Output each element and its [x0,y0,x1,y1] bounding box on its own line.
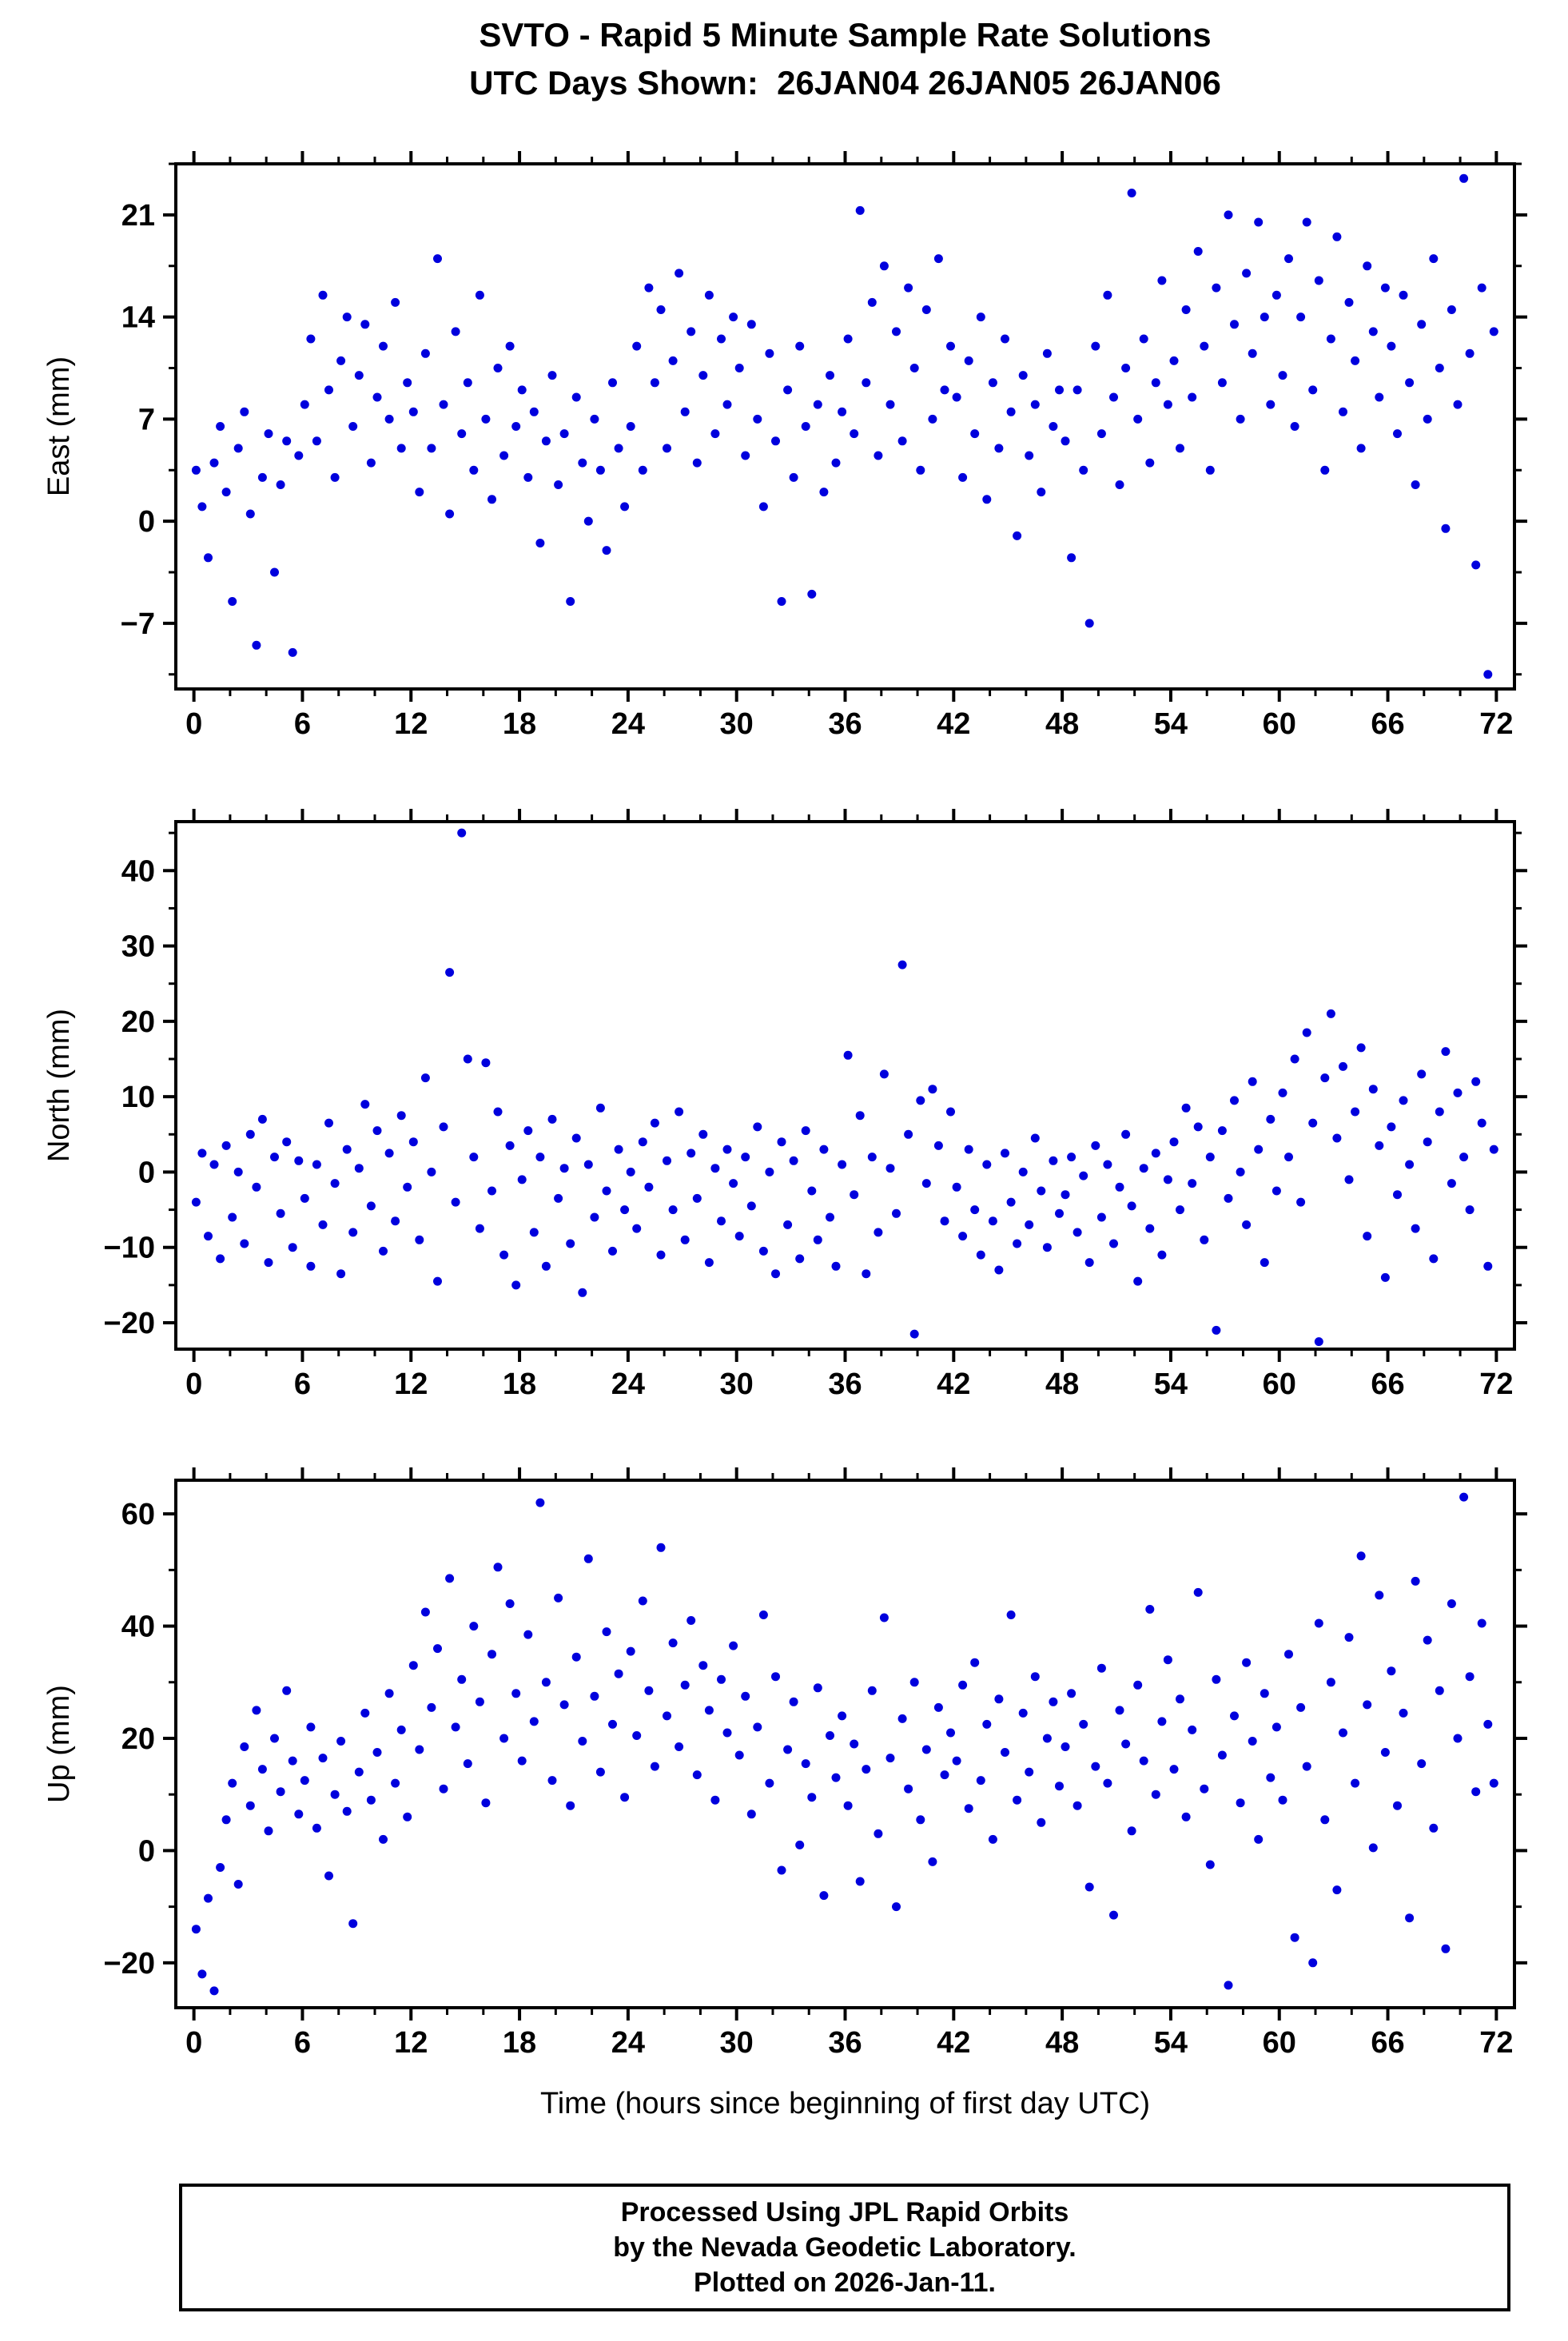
up-ytick-label: 0 [138,1834,155,1868]
east-axis-label: East (mm) [42,356,76,496]
east-xtick-label: 42 [937,707,970,741]
up-ytick-label: 60 [121,1498,155,1531]
north-ytick-label: −10 [104,1232,155,1265]
footer-box: Processed Using JPL Rapid Orbits by the … [179,2184,1510,2311]
east-xtick-label: 72 [1479,707,1513,741]
up-xtick-label: 6 [294,2026,311,2060]
footer-line-3: Plotted on 2026-Jan-11. [694,2267,996,2299]
north-xtick-label: 6 [294,1368,311,1401]
north-chart: 0 6 12 18 24 30 36 42 48 54 60 66 72 −20 −10 0 10 20 30 40 N… [42,809,1527,1401]
north-axis-label: North (mm) [42,1009,76,1162]
up-xtick-label: 36 [828,2026,862,2060]
up-chart: 0 6 12 18 24 30 36 42 48 54 60 66 72 −20 0 20 40 60 Up (mm… [42,1467,1527,2120]
east-xtick-label: 0 [185,707,202,741]
east-chart: 0 6 12 18 24 30 36 42 48 54 60 66 72 −7 0 7 14 21 East (mm… [42,151,1527,741]
north-xtick-label: 54 [1154,1368,1188,1401]
north-ytick-label: −20 [104,1307,155,1340]
up-xtick-label: 30 [720,2026,754,2060]
east-xtick-label: 6 [294,707,311,741]
north-xtick-label: 36 [828,1368,862,1401]
north-ytick-label: 40 [121,854,155,888]
north-frame [174,820,1516,1351]
east-ytick-label: 7 [138,403,155,436]
up-axis-label: Up (mm) [42,1685,76,1803]
up-xtick-label: 66 [1371,2026,1404,2060]
figure-subtitle: UTC Days Shown: 26JAN04 26JAN05 26JAN06 [469,64,1221,102]
up-xtick-label: 0 [185,2026,202,2060]
north-xtick-label: 42 [937,1368,970,1401]
up-xtick-label: 54 [1154,2026,1188,2060]
up-xtick-label: 60 [1263,2026,1296,2060]
figure-title: SVTO - Rapid 5 Minute Sample Rate Soluti… [479,16,1212,54]
east-xtick-label: 24 [611,707,645,741]
north-xtick-label: 60 [1263,1368,1296,1401]
east-xtick-label: 48 [1045,707,1079,741]
east-points [191,173,1498,679]
up-frame [174,1479,1516,2009]
north-points [191,828,1498,1347]
east-xtick-label: 60 [1263,707,1296,741]
north-xtick-label: 66 [1371,1368,1404,1401]
east-ytick-label: 14 [121,301,155,335]
east-ytick-label: −7 [121,607,155,641]
east-xtick-label: 18 [503,707,536,741]
up-xtick-label: 24 [611,2026,645,2060]
north-ytick-label: 30 [121,930,155,964]
east-xtick-label: 36 [828,707,862,741]
east-frame [174,162,1516,691]
north-ytick-label: 20 [121,1005,155,1039]
footer-line-2: by the Nevada Geodetic Laboratory. [613,2232,1077,2263]
up-xtick-label: 42 [937,2026,970,2060]
north-xtick-label: 18 [503,1368,536,1401]
north-ytick-label: 0 [138,1156,155,1189]
east-xtick-label: 12 [394,707,428,741]
up-ytick-label: 40 [121,1610,155,1644]
up-xtick-label: 18 [503,2026,536,2060]
up-ytick-label: 20 [121,1722,155,1756]
x-axis-label: Time (hours since beginning of first day… [540,2087,1150,2120]
north-xtick-label: 30 [720,1368,754,1401]
up-ytick-label: −20 [104,1947,155,1981]
north-xtick-label: 0 [185,1368,202,1401]
up-xtick-label: 12 [394,2026,428,2060]
north-xtick-label: 12 [394,1368,428,1401]
north-ytick-label: 10 [121,1081,155,1114]
east-xtick-label: 30 [720,707,754,741]
up-xtick-label: 72 [1479,2026,1513,2060]
east-ytick-label: 0 [138,505,155,539]
north-xtick-label: 48 [1045,1368,1079,1401]
up-points [191,1492,1498,1996]
east-xtick-label: 54 [1154,707,1188,741]
east-ytick-label: 21 [121,199,155,233]
north-xtick-label: 24 [611,1368,645,1401]
north-xtick-label: 72 [1479,1368,1513,1401]
east-xtick-label: 66 [1371,707,1404,741]
up-xtick-label: 48 [1045,2026,1079,2060]
footer-line-1: Processed Using JPL Rapid Orbits [620,2196,1069,2228]
